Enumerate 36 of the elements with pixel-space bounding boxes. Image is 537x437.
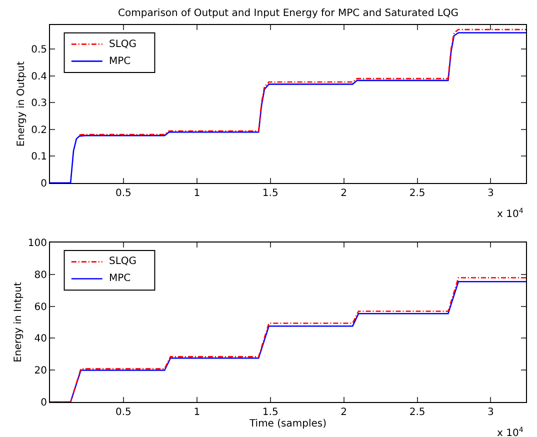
line-series bbox=[50, 32, 526, 183]
x-tick-label: 1 bbox=[194, 188, 200, 199]
x-tick-label: 1 bbox=[194, 407, 200, 418]
x-tick-label: 1.5 bbox=[262, 407, 278, 418]
y-tick-label: 0.3 bbox=[31, 98, 47, 110]
x-tick-label: 2.5 bbox=[409, 188, 426, 199]
line-series bbox=[78, 28, 526, 136]
legend-label: SLQG bbox=[109, 39, 137, 50]
x-tick-label: 2 bbox=[340, 407, 348, 418]
legend-label: MPC bbox=[109, 56, 131, 67]
y-tick-label: 80 bbox=[34, 270, 47, 281]
x-tick-label: 0.5 bbox=[116, 407, 132, 418]
x-tick-label: 2.5 bbox=[409, 407, 426, 418]
y-tick-label: 0.2 bbox=[31, 124, 47, 136]
legend-label: SLQG bbox=[109, 256, 137, 267]
text: x 10$^{4}$ bbox=[497, 426, 524, 437]
y-tick-label: 0.5 bbox=[31, 44, 47, 56]
y-tick-label: 0 bbox=[40, 178, 47, 190]
y-tick-label: 100 bbox=[28, 238, 47, 250]
y-tick-label: 20 bbox=[34, 366, 47, 377]
text: x 10$^{4}$ bbox=[497, 207, 524, 220]
x-tick-label: 3 bbox=[488, 407, 494, 418]
x-tick-label: 1.5 bbox=[262, 188, 278, 199]
y-tick-label: 60 bbox=[34, 302, 47, 313]
x-tick-label: 2 bbox=[340, 188, 348, 199]
y-tick-label: 0 bbox=[40, 398, 47, 408]
y-axis-title: Energy in Output bbox=[16, 61, 28, 147]
x-tick-label: 3 bbox=[488, 188, 494, 199]
x-tick-label: 0.5 bbox=[116, 188, 132, 199]
y-tick-label: 0.4 bbox=[31, 71, 47, 82]
chart-title: Comparison of Output and Input Energy for MPC and Saturated LQG bbox=[118, 8, 459, 19]
y-tick-label: 40 bbox=[34, 334, 47, 345]
legend-label: MPC bbox=[109, 273, 131, 284]
y-tick-label: 0.1 bbox=[31, 152, 47, 163]
x-axis-title: Time (samples) bbox=[248, 418, 327, 430]
y-axis-title: Energy in Intput bbox=[12, 282, 24, 362]
